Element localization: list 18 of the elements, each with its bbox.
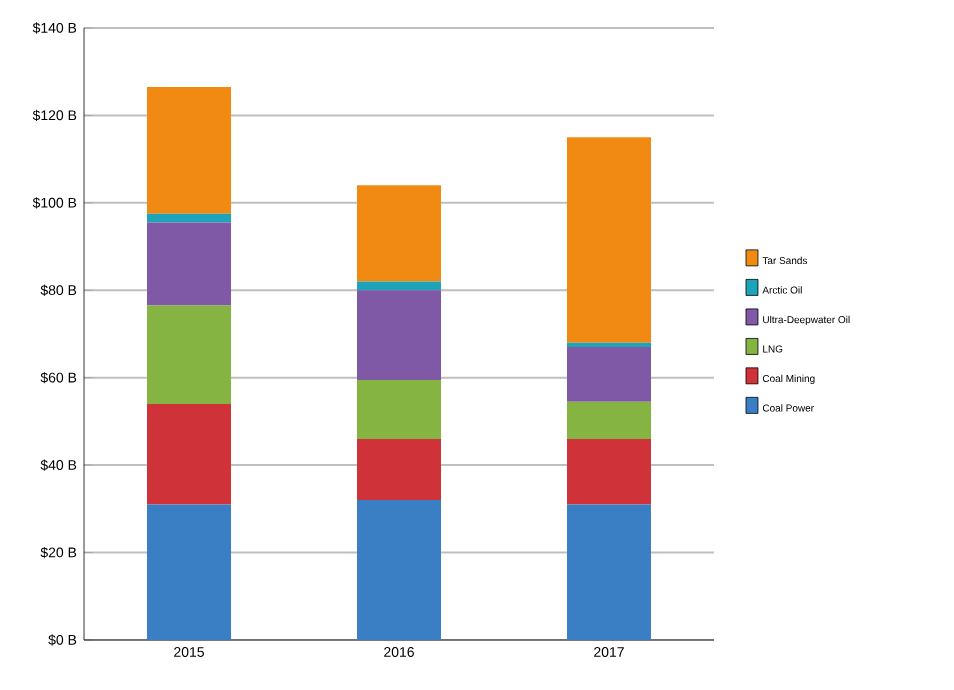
bar	[357, 438, 441, 501]
bar	[567, 347, 651, 402]
bar	[567, 342, 651, 348]
bar	[357, 185, 441, 282]
bar	[567, 438, 651, 505]
bar	[147, 213, 232, 223]
bar	[147, 222, 232, 306]
bar	[567, 401, 651, 439]
bar	[567, 504, 651, 640]
bar	[357, 290, 441, 380]
bar	[357, 379, 441, 439]
bar	[357, 281, 441, 291]
bar	[147, 87, 232, 214]
bar	[147, 403, 232, 505]
bar	[357, 500, 441, 640]
bar	[147, 305, 232, 404]
bar	[147, 504, 232, 640]
bar	[567, 137, 651, 343]
